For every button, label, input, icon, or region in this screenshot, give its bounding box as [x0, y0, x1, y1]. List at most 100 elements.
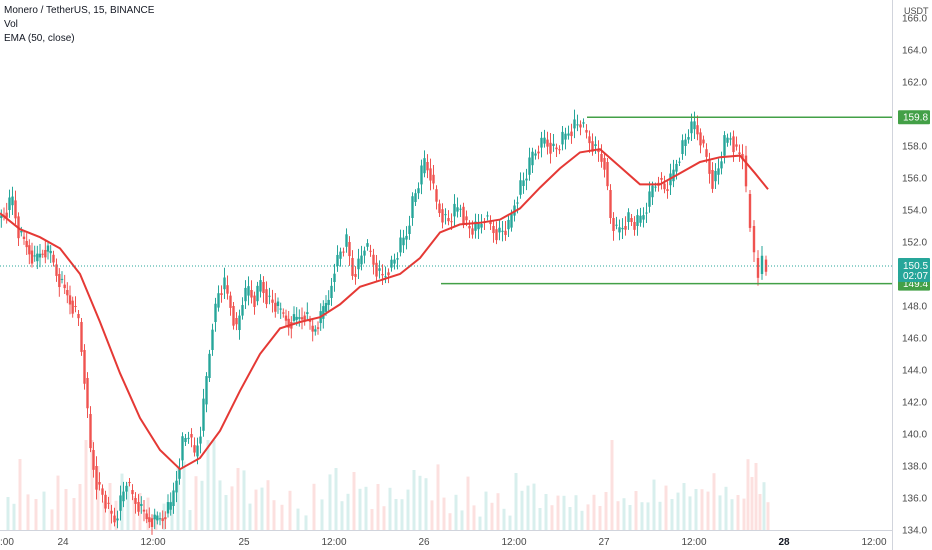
candle-body [660, 178, 663, 180]
y-tick-label: 156.0 [902, 174, 927, 185]
candle-body [609, 190, 612, 218]
candle-body [205, 376, 208, 405]
volume-bar [56, 475, 60, 530]
volume-bar [762, 482, 766, 530]
volume-bar [664, 485, 668, 530]
candle-body [387, 272, 390, 276]
candle-body [262, 282, 265, 294]
candle-body [150, 518, 154, 528]
candle-body [217, 293, 220, 308]
volume-bar [260, 487, 264, 530]
volume-bar [562, 495, 566, 530]
candle-body [612, 218, 615, 231]
volume-bar [448, 513, 452, 530]
candle-body [444, 214, 447, 216]
candle-body [122, 491, 125, 502]
candle-body [429, 168, 432, 181]
ema-line [0, 148, 769, 471]
volume-bar [288, 490, 292, 530]
candle-body [83, 350, 86, 384]
candle-body [447, 218, 450, 222]
candle-body [36, 253, 39, 262]
volume-bar [694, 489, 698, 530]
candle-body [214, 303, 217, 322]
volume-bar [358, 488, 362, 530]
candle-body [573, 119, 576, 129]
candle-body [0, 215, 3, 218]
candle-body [498, 227, 501, 233]
candle-body [324, 303, 328, 312]
volume-bar [742, 498, 746, 530]
volume-bar [718, 495, 722, 530]
x-tick-label: 12:00 [861, 537, 886, 548]
candle-body [178, 468, 181, 479]
candle-body [229, 295, 232, 308]
volume-bar [418, 475, 422, 530]
volume-bar [400, 499, 404, 530]
candle-body [172, 490, 175, 506]
volume-bar [508, 515, 512, 530]
candle-body [295, 316, 298, 320]
candle-body [113, 515, 116, 523]
candle-body [528, 157, 531, 175]
candle-body [681, 140, 684, 154]
candle-body [314, 329, 317, 332]
volume-bar [12, 503, 16, 530]
candle-body [741, 154, 744, 160]
volume-bar [550, 505, 554, 530]
candle-body [636, 215, 639, 226]
volume-bar [754, 463, 758, 530]
candle-body [125, 485, 128, 492]
candle-body [693, 121, 696, 130]
candle-body [44, 250, 47, 258]
candle-body [345, 234, 348, 247]
volume-bar [496, 493, 500, 530]
candle-body [597, 150, 600, 153]
candle-body [714, 170, 717, 182]
candle-body [71, 300, 74, 314]
candle-body [5, 212, 8, 218]
volume-bar [544, 494, 548, 530]
volume-bar [6, 497, 10, 530]
volume-bar [328, 474, 332, 530]
candle-body [98, 482, 101, 485]
candle-body [618, 227, 621, 233]
candle-body [306, 312, 309, 314]
volume-bar [370, 509, 374, 530]
volume-bar [176, 465, 180, 530]
candle-body [274, 302, 277, 312]
candle-body [492, 226, 495, 234]
candle-body [316, 327, 320, 329]
volume-bar [676, 492, 680, 530]
hline-price-label: 159.8 [903, 113, 928, 124]
volume-bar [26, 494, 30, 530]
volume-bar [442, 497, 446, 530]
volume-bar [78, 484, 82, 530]
volume-bar [364, 486, 368, 530]
y-tick-label: 142.0 [902, 398, 927, 409]
candle-body [28, 245, 31, 255]
candle-body [190, 434, 193, 438]
candle-body [519, 180, 522, 195]
volume-bar [424, 478, 428, 530]
volume-bar [758, 494, 762, 530]
volume-bar [484, 491, 488, 530]
volume-bar [532, 483, 536, 530]
candle-body [474, 221, 477, 231]
candle-body [298, 317, 301, 319]
candle-body [600, 154, 603, 162]
candle-body [232, 306, 235, 326]
y-tick-label: 148.0 [902, 302, 927, 313]
candle-body [708, 158, 711, 174]
candle-body [576, 124, 579, 126]
volume-bar [724, 486, 728, 530]
candle-body [405, 235, 408, 240]
y-tick-label: 146.0 [902, 334, 927, 345]
candle-body [86, 378, 89, 409]
candle-body [729, 138, 732, 140]
volume-bars [6, 440, 770, 530]
y-tick-label: 138.0 [902, 462, 927, 473]
volume-bar [376, 484, 380, 530]
candle-body [372, 254, 375, 265]
